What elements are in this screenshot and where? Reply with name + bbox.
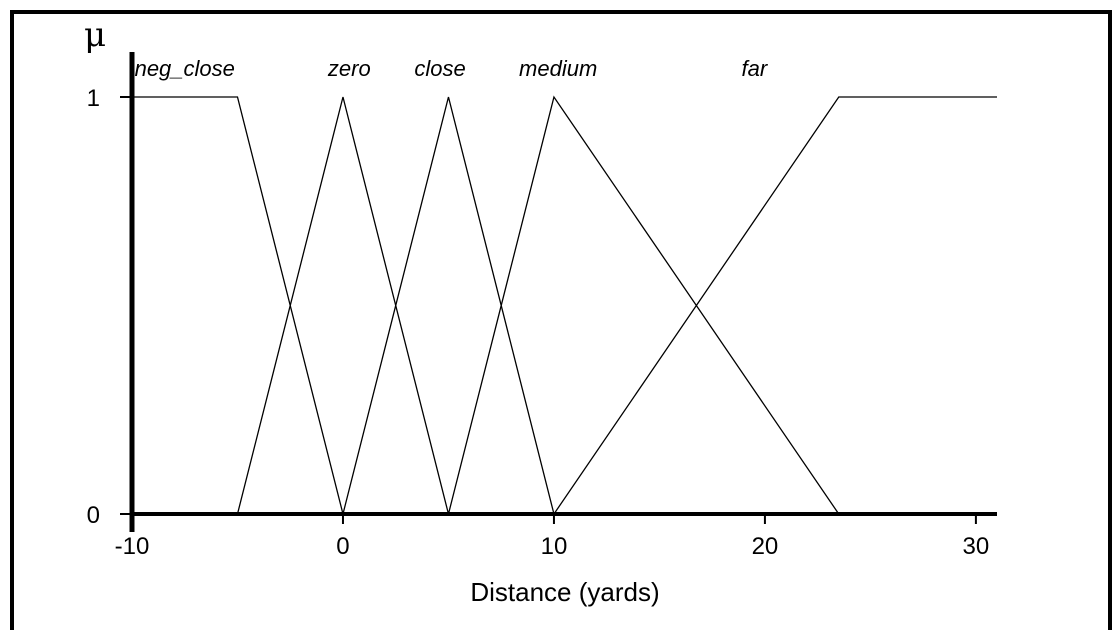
series-line-close [342,96,555,515]
series-label-far: far [742,56,769,81]
series-line-far [553,96,997,515]
series-label-neg-close: neg_close [135,56,235,81]
x-tick-label: 0 [336,533,349,560]
y-axis-title: μ [84,15,106,55]
chart-frame [10,10,1112,630]
series-line-medium [447,95,840,515]
series-label-medium: medium [519,56,597,81]
x-tick-label: -10 [115,533,150,560]
x-tick-label: 30 [963,533,990,560]
x-axis-title: Distance (yards) [470,577,659,607]
series-line-zero [236,96,450,515]
x-tick-label: 10 [541,533,568,560]
x-tick-label: 20 [752,533,779,560]
y-tick-label: 1 [87,85,100,112]
y-tick-label: 0 [87,502,100,529]
series-label-close: close [414,56,465,81]
series-line-neg-close [132,96,344,515]
series-label-zero: zero [327,56,371,81]
